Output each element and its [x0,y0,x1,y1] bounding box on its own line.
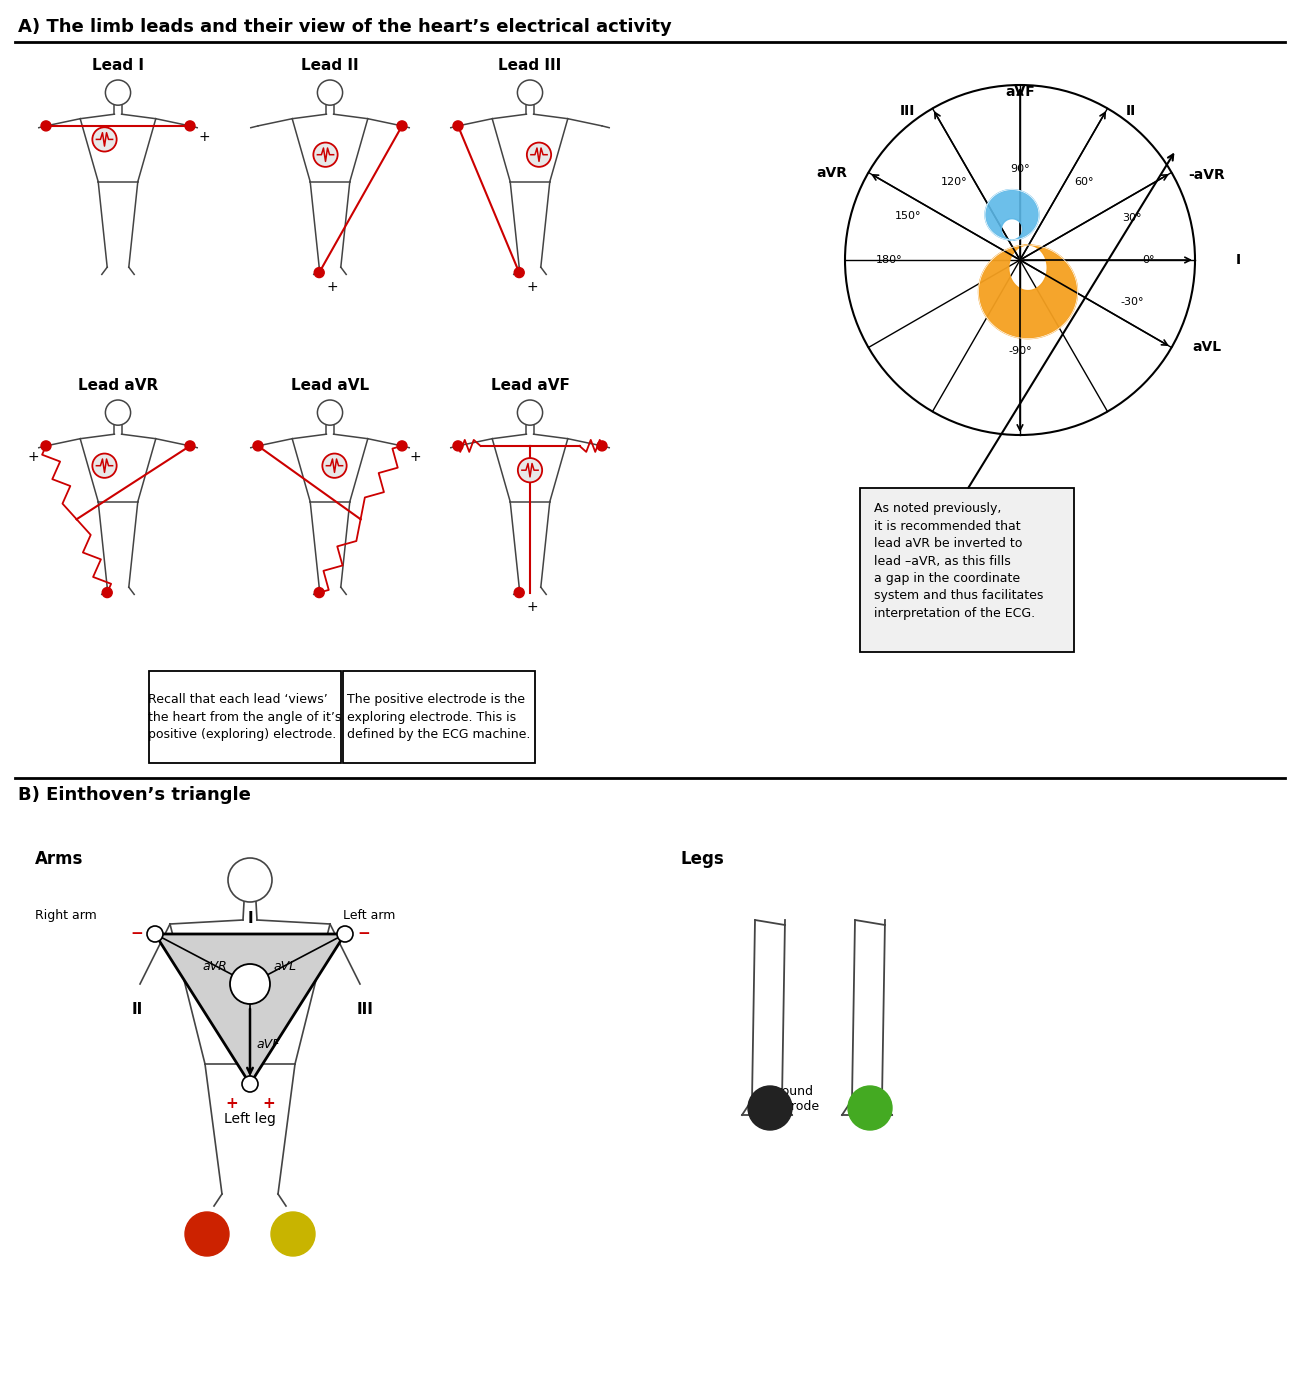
Text: II: II [131,1001,143,1016]
Text: aVF: aVF [256,1038,280,1050]
Circle shape [315,268,324,277]
Text: I: I [1235,253,1240,266]
Circle shape [92,453,117,478]
Text: 180°: 180° [876,255,902,265]
Text: Lead aVF: Lead aVF [490,378,569,393]
Circle shape [515,588,524,597]
Text: Lead III: Lead III [498,58,562,73]
Text: III: III [900,104,915,118]
Text: The positive electrode is the
exploring electrode. This is
defined by the ECG ma: The positive electrode is the exploring … [347,693,530,741]
Text: A) The limb leads and their view of the heart’s electrical activity: A) The limb leads and their view of the … [18,18,672,36]
Text: −: − [130,927,143,942]
Polygon shape [979,244,1078,339]
Circle shape [452,441,463,450]
Text: Lead I: Lead I [92,58,144,73]
FancyBboxPatch shape [343,671,536,763]
Polygon shape [985,189,1039,240]
Text: 150°: 150° [894,210,922,221]
Circle shape [396,441,407,450]
Text: +: + [27,450,39,464]
Text: aVL: aVL [273,960,296,972]
Text: 60°: 60° [1075,177,1095,187]
Circle shape [242,1076,257,1092]
Circle shape [185,441,195,450]
Text: Lead aVL: Lead aVL [291,378,369,393]
Circle shape [396,121,407,130]
Text: 30°: 30° [1122,213,1141,222]
Text: +: + [526,600,538,614]
Text: Legs: Legs [680,850,724,868]
Text: 90°: 90° [1010,165,1030,174]
FancyBboxPatch shape [150,671,341,763]
Text: II: II [1126,104,1136,118]
Text: 120°: 120° [940,177,967,187]
Text: -aVR: -aVR [1188,168,1225,183]
Circle shape [526,143,551,168]
FancyBboxPatch shape [861,487,1074,652]
Circle shape [452,121,463,130]
Text: -90°: -90° [1009,346,1032,356]
Text: aVF: aVF [1005,85,1035,99]
Text: aVR: aVR [816,166,848,180]
Circle shape [515,268,524,277]
Text: Recall that each lead ‘views’
the heart from the angle of it’s
positive (explori: Recall that each lead ‘views’ the heart … [148,693,342,741]
Text: +: + [526,280,538,294]
Circle shape [103,588,112,597]
Circle shape [270,1212,315,1256]
Text: Ground
electrode: Ground electrode [760,1085,819,1114]
Text: Right arm: Right arm [35,909,96,923]
Text: III: III [358,1001,374,1016]
Circle shape [254,441,263,450]
Text: Left leg: Left leg [224,1112,276,1126]
Circle shape [42,121,51,130]
Text: As noted previously,
it is recommended that
lead aVR be inverted to
lead –aVR, a: As noted previously, it is recommended t… [874,503,1044,621]
Text: +: + [263,1096,274,1111]
Circle shape [185,1212,229,1256]
Circle shape [315,588,324,597]
Polygon shape [155,934,344,1085]
Text: 0°: 0° [1143,255,1154,265]
Circle shape [517,459,542,482]
Text: +: + [326,280,338,294]
Text: +: + [199,130,211,144]
Text: Arms: Arms [35,850,83,868]
Text: +: + [225,1096,238,1111]
Text: Lead II: Lead II [302,58,359,73]
Circle shape [322,453,347,478]
Text: Left arm: Left arm [343,909,395,923]
Circle shape [313,143,338,168]
Text: aVL: aVL [1192,341,1221,354]
Circle shape [185,121,195,130]
Circle shape [230,964,270,1004]
Circle shape [337,925,354,942]
Text: I: I [247,912,252,925]
Circle shape [747,1086,792,1130]
Circle shape [147,925,162,942]
Circle shape [42,441,51,450]
Text: B) Einthoven’s triangle: B) Einthoven’s triangle [18,785,251,805]
Circle shape [848,1086,892,1130]
Text: Lead aVR: Lead aVR [78,378,159,393]
Text: aVR: aVR [203,960,228,972]
Circle shape [597,441,607,450]
Text: -30°: -30° [1121,297,1144,308]
Text: −: − [358,927,369,942]
Text: +: + [410,450,421,464]
Circle shape [92,128,117,151]
